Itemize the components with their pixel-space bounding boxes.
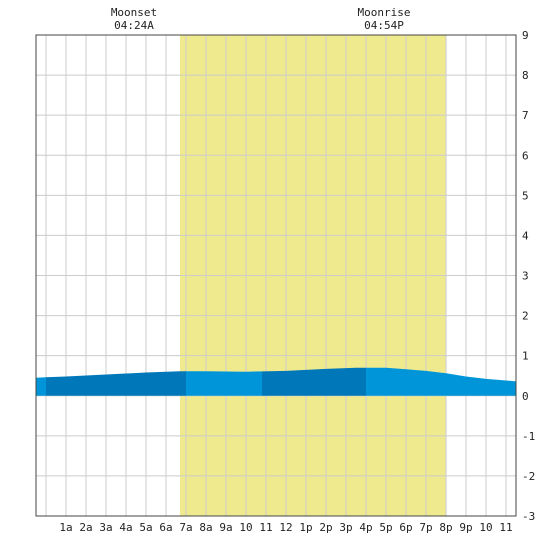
x-tick-label: 8p [439,521,452,534]
x-tick-label: 5a [139,521,152,534]
x-tick-label: 9a [219,521,232,534]
tide-area-segment [262,367,366,396]
moon-event-label: Moonset [111,6,157,19]
y-tick-label: 6 [522,149,529,162]
x-tick-label: 7a [179,521,192,534]
x-tick-label: 1p [299,521,312,534]
x-tick-label: 6p [399,521,412,534]
y-tick-label: 5 [522,189,529,202]
x-tick-label: 2p [319,521,332,534]
y-tick-label: 4 [522,229,529,242]
y-tick-label: 9 [522,29,529,42]
y-tick-label: 8 [522,69,529,82]
x-tick-label: 3p [339,521,352,534]
x-tick-label: 5p [379,521,392,534]
x-tick-label: 1a [59,521,72,534]
plot-frame [35,34,517,517]
x-tick-label: 6a [159,521,172,534]
x-tick-label: 9p [459,521,472,534]
y-tick-label: -2 [522,470,535,483]
y-tick-label: 3 [522,270,529,283]
x-tick-label: 4p [359,521,372,534]
x-tick-label: 10 [479,521,492,534]
tide-area-segment [366,367,516,396]
x-tick-label: 7p [419,521,432,534]
x-tick-label: 11 [259,521,272,534]
y-tick-label: 2 [522,310,529,323]
x-tick-label: 2a [79,521,92,534]
x-tick-label: 12 [279,521,292,534]
y-tick-label: 0 [522,390,529,403]
x-tick-label: 8a [199,521,212,534]
tide-area-segment [186,371,262,396]
x-tick-label: 4a [119,521,132,534]
x-tick-label: 3a [99,521,112,534]
moon-event-label: Moonrise [358,6,411,19]
x-tick-label: 10 [239,521,252,534]
x-tick-label: 11 [499,521,512,534]
moon-event-time: 04:54P [364,19,404,32]
y-tick-label: -3 [522,510,535,523]
tide-area-segment [36,377,46,396]
y-tick-label: 7 [522,109,529,122]
y-tick-label: 1 [522,350,529,363]
y-tick-label: -1 [522,430,535,443]
tide-area-segment [46,371,186,396]
moon-event-time: 04:24A [114,19,154,32]
